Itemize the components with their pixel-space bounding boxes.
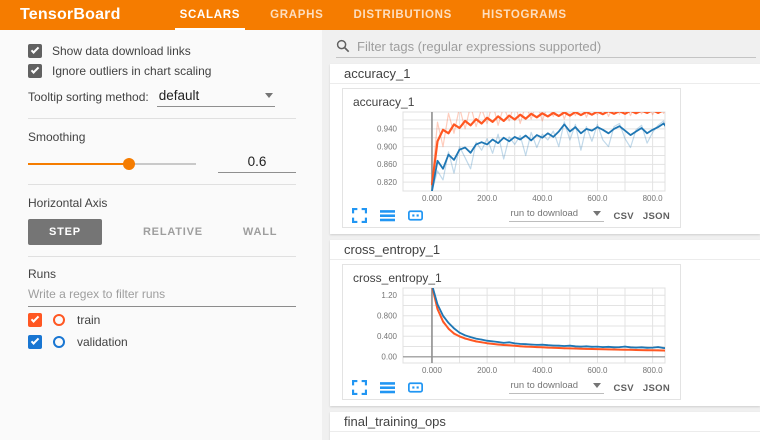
svg-text:400.0: 400.0 [532, 366, 553, 375]
check-icon [30, 45, 40, 54]
section-final-training-ops: final_training_ops [330, 412, 760, 440]
csv-download-link[interactable]: CSV [613, 383, 634, 394]
svg-text:0.900: 0.900 [377, 142, 398, 151]
tooltip-sorting-dropdown[interactable]: default [156, 88, 275, 107]
smoothing-value-input[interactable] [218, 154, 296, 173]
log-scale-icon[interactable] [380, 208, 395, 223]
log-scale-icon[interactable] [380, 380, 395, 395]
chevron-down-icon [593, 383, 602, 388]
filter-tags-bar [336, 38, 756, 58]
smoothing-label: Smoothing [28, 130, 86, 144]
divider [28, 256, 296, 257]
fit-domain-icon[interactable] [408, 208, 423, 223]
run-validation-isolator-icon[interactable] [53, 336, 65, 348]
slider-fill [28, 162, 129, 165]
runs-regex-input[interactable] [28, 281, 296, 307]
search-icon [336, 39, 350, 53]
svg-text:0.820: 0.820 [377, 178, 398, 187]
section-accuracy: accuracy_1 accuracy_1 0.000 200.0 400.0 600… [330, 64, 760, 234]
svg-text:0.000: 0.000 [422, 366, 443, 375]
run-validation-checkbox[interactable] [28, 335, 42, 349]
run-train-label: train [77, 313, 101, 327]
check-icon [30, 314, 40, 323]
tooltip-sorting-label: Tooltip sorting method: [28, 90, 149, 104]
svg-text:800.0: 800.0 [643, 194, 664, 203]
cross-entropy-chart-card: cross_entropy_1 0.000 200.0 400.0 600.0 800.… [342, 264, 681, 400]
divider [28, 184, 296, 185]
scalars-dashboard: accuracy_1 accuracy_1 0.000 200.0 400.0 600… [322, 30, 760, 440]
axis-relative-button[interactable]: RELATIVE [142, 226, 203, 238]
show-download-links-checkbox[interactable] [28, 44, 42, 58]
section-cross-entropy: cross_entropy_1 cross_entropy_1 0.000 200… [330, 240, 760, 406]
axis-step-button[interactable]: STEP [28, 219, 102, 245]
csv-download-link[interactable]: CSV [613, 211, 634, 222]
json-download-link[interactable]: JSON [642, 383, 670, 394]
show-download-links-row: Show data download links [28, 42, 296, 60]
svg-text:0.00: 0.00 [381, 353, 397, 362]
svg-text:0.400: 0.400 [377, 332, 398, 341]
svg-text:200.0: 200.0 [477, 366, 498, 375]
run-to-download-dropdown[interactable]: run to download [509, 380, 605, 394]
check-icon [30, 336, 40, 345]
cross-entropy-chart[interactable]: 0.000 200.0 400.0 600.0 800.0 0.00 0.400 0.800 1… [349, 285, 673, 377]
app-header: TensorBoard SCALARS GRAPHS DISTRIBUTIONS… [0, 0, 760, 30]
tab-scalars[interactable]: SCALARS [165, 0, 256, 30]
accuracy-chart-title: accuracy_1 [353, 95, 415, 109]
slider-thumb[interactable] [122, 157, 135, 170]
ignore-outliers-checkbox[interactable] [28, 64, 42, 78]
app-logo[interactable]: TensorBoard [20, 6, 121, 23]
svg-text:400.0: 400.0 [532, 194, 553, 203]
filter-tags-input[interactable] [357, 38, 756, 54]
chevron-down-icon [593, 211, 602, 216]
svg-text:1.20: 1.20 [381, 291, 397, 300]
nav-tabs: SCALARS GRAPHS DISTRIBUTIONS HISTOGRAMS [165, 0, 582, 30]
accuracy-chart-card: accuracy_1 0.000 200.0 400.0 600.0 800.0 0.82… [342, 88, 681, 228]
run-to-download-dropdown[interactable]: run to download [509, 208, 605, 222]
section-accuracy-header[interactable]: accuracy_1 [330, 64, 760, 84]
svg-text:600.0: 600.0 [587, 194, 608, 203]
settings-sidebar: Show data download links Ignore outliers… [0, 30, 322, 440]
axis-wall-button[interactable]: WALL [242, 226, 278, 238]
expand-card-icon[interactable] [352, 379, 367, 395]
svg-text:200.0: 200.0 [477, 194, 498, 203]
run-validation-label: validation [77, 335, 128, 349]
svg-text:0.860: 0.860 [377, 160, 398, 169]
runs-label: Runs [28, 267, 57, 281]
svg-text:0.000: 0.000 [422, 194, 443, 203]
section-final-training-ops-header[interactable]: final_training_ops [330, 412, 760, 432]
svg-text:600.0: 600.0 [587, 366, 608, 375]
svg-text:0.940: 0.940 [377, 125, 398, 134]
tab-graphs[interactable]: GRAPHS [270, 9, 324, 21]
smoothing-slider[interactable] [28, 157, 196, 171]
run-row-train: train [28, 311, 296, 329]
ignore-outliers-label: Ignore outliers in chart scaling [52, 64, 212, 78]
ignore-outliers-row: Ignore outliers in chart scaling [28, 62, 296, 80]
tab-histograms[interactable]: HISTOGRAMS [482, 9, 567, 21]
tooltip-sorting-value: default [158, 88, 200, 103]
svg-text:0.800: 0.800 [377, 312, 398, 321]
run-row-validation: validation [28, 333, 296, 351]
cross-entropy-card-toolbar: run to download CSV JSON [343, 377, 680, 395]
cross-entropy-chart-title: cross_entropy_1 [353, 271, 442, 285]
run-train-isolator-icon[interactable] [53, 314, 65, 326]
accuracy-card-toolbar: run to download CSV JSON [343, 205, 680, 223]
tab-distributions[interactable]: DISTRIBUTIONS [353, 9, 453, 21]
accuracy-chart[interactable]: 0.000 200.0 400.0 600.0 800.0 0.820 0.860 0.900… [349, 109, 673, 205]
section-cross-entropy-header[interactable]: cross_entropy_1 [330, 240, 760, 260]
check-icon [30, 65, 40, 74]
divider [28, 118, 296, 119]
horizontal-axis-label: Horizontal Axis [28, 196, 108, 210]
svg-text:800.0: 800.0 [643, 366, 664, 375]
run-train-checkbox[interactable] [28, 313, 42, 327]
expand-card-icon[interactable] [352, 207, 367, 223]
show-download-links-label: Show data download links [52, 44, 191, 58]
json-download-link[interactable]: JSON [642, 211, 670, 222]
chevron-down-icon [264, 93, 273, 98]
fit-domain-icon[interactable] [408, 380, 423, 395]
